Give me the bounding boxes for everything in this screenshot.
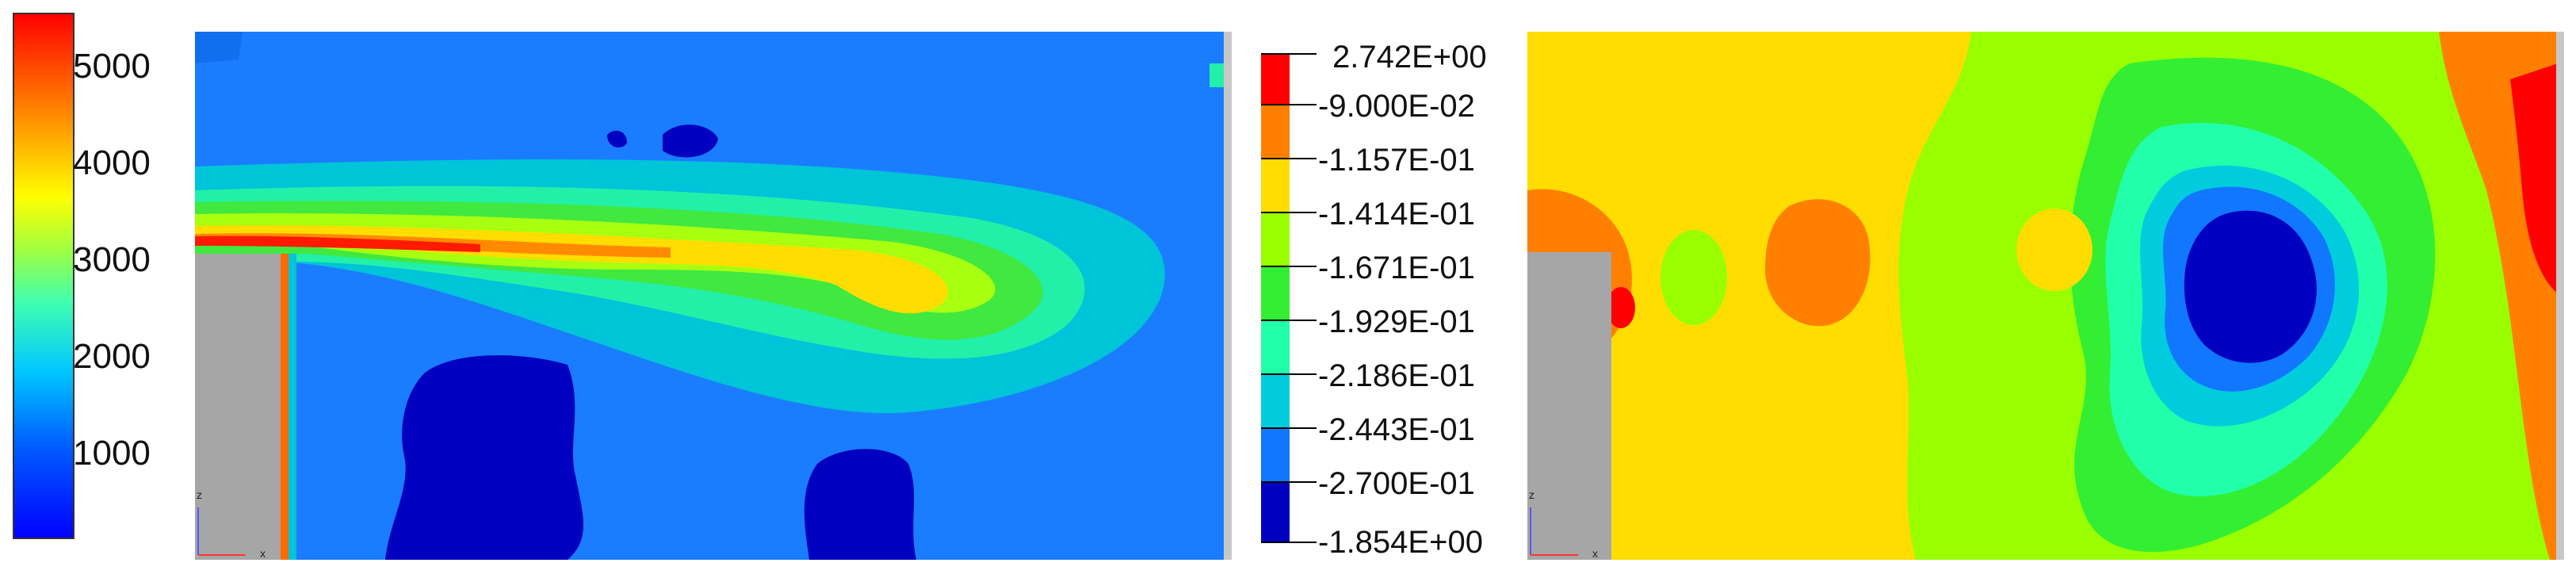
axis-triad-z-label: z [197,488,202,501]
contour-band-navy [385,355,583,560]
contour-band-navy [607,130,627,147]
colorbar-tick-label: 4000 [73,144,151,182]
continuous-colorbar [13,13,75,539]
contour-band-red [195,235,480,252]
contour-band-red [1607,287,1635,328]
obstacle-block [195,254,281,560]
discrete-legend: 2.742E+00 -9.000E-02 -1.157E-01 -1.414E-… [1256,41,1526,558]
panel-border-strip [2556,32,2564,560]
legend-label: -2.186E-01 [1318,358,1475,393]
legend-label: -1.414E-01 [1318,197,1475,232]
legend-label: -1.929E-01 [1318,304,1475,339]
contour-band-navy [2184,210,2317,363]
axis-triad-x-label: x [1592,547,1598,560]
legend-label: -2.700E-01 [1318,466,1475,501]
colorbar-tick-label: 2000 [73,337,151,376]
legend-label: -9.000E-02 [1318,89,1475,124]
legend-label: -2.443E-01 [1318,412,1475,447]
contour-band-aqua [1210,63,1225,87]
contour-band-orange [281,254,289,560]
colorbar-tick-label: 1000 [73,434,151,473]
colorbar-tick-label: 5000 [73,47,151,86]
axis-triad-z-label: z [1529,488,1535,501]
contour-field-right [1527,32,2564,560]
contour-plot-right: z x [1527,32,2564,560]
panel-border-strip [1224,32,1232,560]
contour-band-red [2510,63,2558,293]
legend-label: 2.742E+00 [1332,40,1487,75]
legend-bands [1261,53,1317,543]
contour-band-navy [804,449,916,560]
colorbar-gradient [13,13,75,539]
contour-field-left [195,32,1232,560]
contour-band-lime [1661,230,1727,325]
obstacle-block [1527,252,1611,560]
axis-triad-x-label: x [260,547,266,560]
axis-triad-right [1530,507,1578,556]
legend-label: -1.157E-01 [1318,143,1475,178]
axis-triad-left [197,507,246,556]
contour-band-cyan [289,254,296,560]
contour-band-blue-dark [195,32,243,63]
contour-band-orange [1765,199,1871,327]
legend-label: -1.671E-01 [1318,251,1475,285]
contour-band-yellow [2016,209,2093,291]
legend-label: -1.854E+00 [1318,525,1483,560]
colorbar-tick-label: 3000 [73,240,151,279]
contour-band-navy [663,124,718,158]
contour-plot-left: z x [195,32,1232,560]
